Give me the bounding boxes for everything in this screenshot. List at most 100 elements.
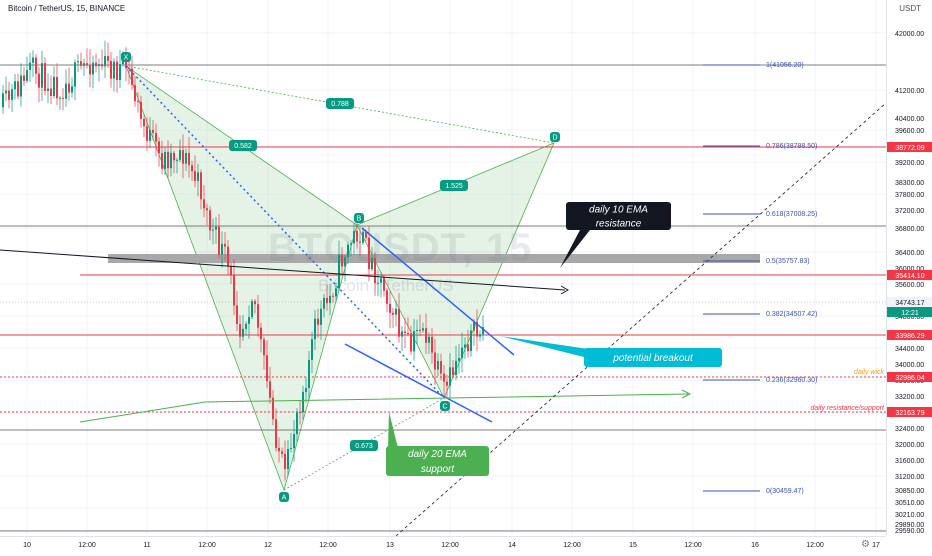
candle-body: [83, 63, 85, 66]
pattern-ratio-label-box: [326, 98, 354, 109]
currency-label[interactable]: USDT: [899, 4, 921, 13]
pattern-point-label: B: [357, 215, 362, 222]
time-tick-label: 12:00: [319, 542, 337, 549]
candle-body: [209, 210, 211, 231]
candle-body: [407, 332, 409, 334]
wedge-lower-line: [344, 343, 493, 423]
breakout-callout-box: [584, 348, 722, 367]
symbol-header[interactable]: Bitcoin / TetherUS, 15, BINANCE: [8, 4, 126, 13]
candle-body: [8, 90, 10, 100]
price-label: 38772.09: [895, 145, 924, 152]
candle-body: [128, 67, 130, 69]
candle-body: [38, 73, 40, 88]
candle-body: [380, 278, 382, 283]
chart-area[interactable]: 1(41056.20) 0.786(38788.50) 0.618(37008.25…: [0, 0, 886, 536]
time-tick-label: 12:00: [78, 542, 96, 549]
price-tick-label: 37800.00: [895, 192, 924, 199]
candle-body: [101, 64, 103, 67]
candle-body: [257, 304, 259, 328]
candle-body: [197, 172, 199, 181]
candle-body: [89, 65, 91, 75]
candle-body: [68, 83, 70, 93]
fib-level-label: 0.236(32960.30): [766, 377, 817, 384]
price-tick-label: 31600.00: [895, 458, 924, 465]
price-tick-label: 36400.00: [895, 250, 924, 257]
candle-body: [269, 381, 271, 398]
candle-body: [11, 89, 13, 100]
candle-body: [455, 360, 457, 376]
candle-body: [458, 358, 460, 361]
candle-body: [365, 231, 367, 238]
price-tick-label: 36800.00: [895, 226, 924, 233]
price-tick-label: 35600.00: [895, 282, 924, 289]
ema20-callout: daily 20 EMA: [408, 449, 467, 460]
candle-body: [437, 361, 439, 370]
ema10-callout: resistance: [596, 219, 642, 230]
candle-body: [56, 76, 58, 99]
time-axis-canvas: 10 12:00 11 12:00 12 12:00 13 12:00 14 12:00 15 12:…: [23, 542, 880, 549]
candle-body: [47, 88, 49, 91]
candle-body: [44, 63, 46, 91]
candle-body: [185, 152, 187, 164]
candle-body: [467, 344, 469, 352]
pattern-ratio-label-box: [229, 140, 257, 151]
candle-body: [14, 81, 16, 90]
price-tick-label: 32000.00: [895, 442, 924, 449]
candle-body: [236, 305, 238, 325]
candle-body: [326, 297, 328, 304]
candle-body: [329, 295, 331, 304]
candle-body: [461, 347, 463, 359]
candle-body: [434, 352, 436, 370]
candle-body: [350, 243, 352, 245]
price-label: 12:21: [901, 310, 919, 317]
candle-body: [287, 448, 289, 470]
candle-body: [161, 153, 163, 169]
pattern-point-label: X: [124, 54, 129, 61]
candle-body: [131, 68, 133, 86]
time-tick-label: 16: [751, 542, 759, 549]
time-tick-label: 12:00: [806, 542, 824, 549]
time-axis[interactable]: 10 12:00 11 12:00 12 12:00 13 12:00 14 12:00 15 12:…: [0, 536, 886, 551]
candle-body: [323, 297, 325, 309]
candle-body: [383, 278, 385, 291]
chart-canvas[interactable]: 1(41056.20) 0.786(38788.50) 0.618(37008.25…: [0, 0, 886, 536]
candle-body: [23, 75, 25, 81]
candle-body: [5, 90, 7, 94]
candle-body: [305, 388, 307, 392]
daily-resistance-support-label: daily resistance/support: [810, 405, 885, 412]
ema20-pointer: [388, 412, 398, 448]
candle-body: [86, 63, 88, 66]
candle-body: [308, 359, 310, 389]
price-tick-label: 37200.00: [895, 208, 924, 215]
candle-body: [254, 301, 256, 305]
candle-body: [470, 330, 472, 352]
gear-icon[interactable]: ⚙: [861, 539, 870, 550]
candle-body: [278, 447, 280, 452]
candle-body: [359, 241, 361, 243]
candle-body: [2, 93, 4, 108]
price-tick-label: 40400.00: [895, 116, 924, 123]
candle-body: [332, 295, 334, 297]
candle-body: [170, 152, 172, 169]
candle-body: [35, 57, 37, 74]
time-tick-label: 13: [386, 542, 394, 549]
candle-body: [191, 165, 193, 172]
candle-body: [146, 126, 148, 141]
candle-body: [140, 101, 142, 119]
candle-body: [404, 331, 406, 333]
candle-body: [20, 75, 22, 97]
candle-body: [233, 274, 235, 306]
candle-body: [374, 257, 376, 284]
candle-body: [392, 312, 394, 315]
candle-body: [71, 86, 73, 93]
candle-body: [251, 301, 253, 318]
candle-body: [446, 381, 448, 386]
time-tick-label: 12:00: [441, 542, 459, 549]
watermark-name: Bitcoin / TetherUS: [318, 276, 454, 295]
pattern-ratio-label: 0.788: [331, 101, 349, 108]
pattern-point-label-box: [440, 401, 450, 411]
price-axis[interactable]: 42000.00 41200.00 40400.00 39600.00 39200.00…: [886, 0, 932, 536]
price-tick-label: 30850.00: [895, 488, 924, 495]
fib-level-label: 0.5(35757.83): [766, 258, 810, 265]
candle-body: [80, 61, 82, 66]
